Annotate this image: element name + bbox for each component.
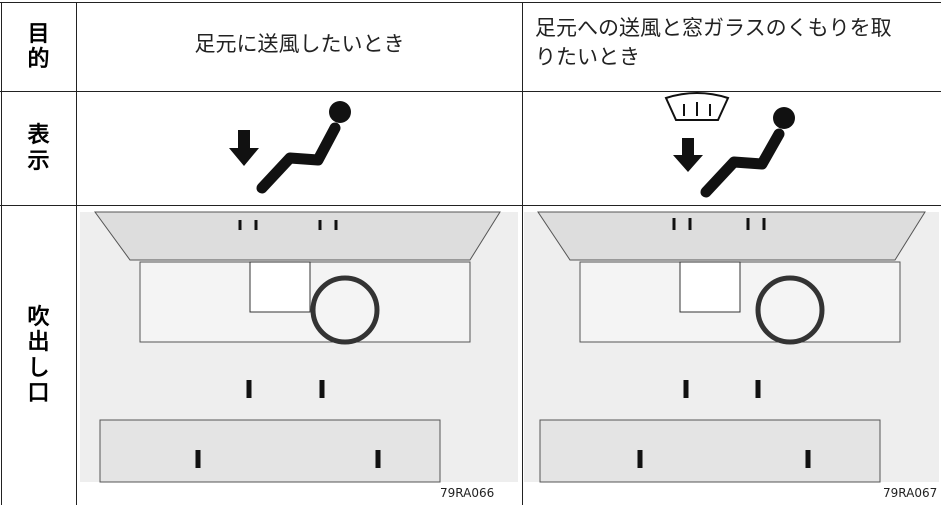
- interior-illustration-1: [80, 211, 518, 483]
- row-label-text: 表示: [27, 123, 50, 174]
- row-label: 表示: [1, 92, 76, 205]
- cell-text: 足元への送風と窓ガラスのくもりを取りたいとき: [535, 16, 892, 70]
- cell-text: 足元に送風したいとき: [194, 32, 405, 56]
- figure-code: 79RA067: [883, 486, 938, 500]
- row-label: 目的: [1, 3, 76, 91]
- row-label-text: 目的: [27, 21, 50, 72]
- foot-defrost-mode-icon: [664, 92, 795, 198]
- border: [0, 205, 941, 206]
- border: [0, 91, 941, 92]
- interior-illustration-2: [524, 211, 939, 483]
- border: [1, 2, 2, 505]
- border: [76, 2, 77, 505]
- row-label: 吹出し口: [1, 206, 76, 505]
- foot-mode-icon: [229, 101, 351, 194]
- border: [0, 2, 941, 3]
- figure-code: 79RA066: [440, 486, 495, 500]
- row-label-text: 吹出し口: [27, 304, 50, 406]
- border: [522, 2, 523, 505]
